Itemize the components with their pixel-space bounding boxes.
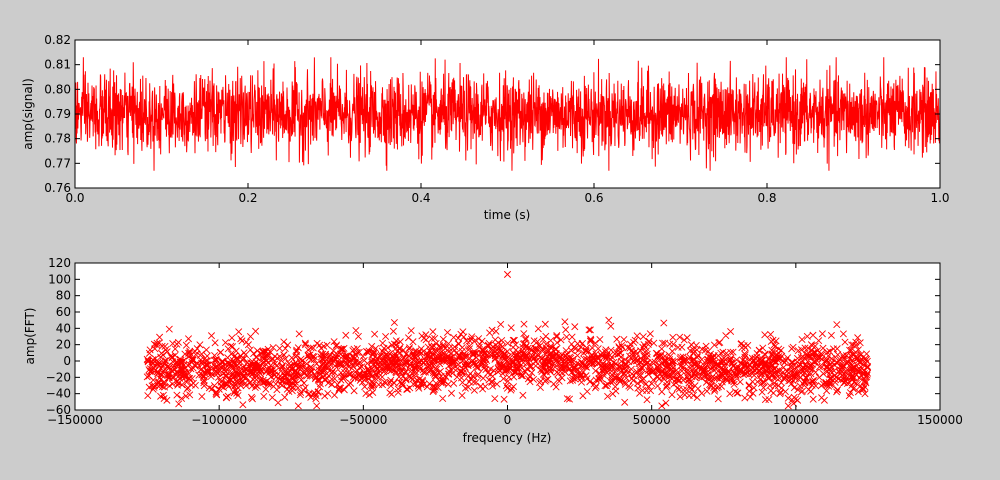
fft-y-tick-label: 0 — [63, 354, 71, 368]
fft-y-tick-label: 120 — [48, 256, 71, 270]
signal-x-axis-label: time (s) — [484, 208, 531, 222]
fft-x-tick-label: 50000 — [633, 413, 671, 427]
fft-x-tick-label: 100000 — [773, 413, 819, 427]
fft-y-tick-label: −40 — [46, 387, 71, 401]
signal-y-tick-label: 0.81 — [44, 58, 71, 72]
signal-plot: 0.0 0.2 0.4 0.6 0.8 1.0 0.760.770.780.790.800… — [21, 33, 950, 222]
signal-x-tick-label: 0.4 — [411, 191, 430, 205]
signal-line — [75, 57, 940, 171]
fft-y-tick-label: 80 — [56, 289, 71, 303]
signal-y-axis-label: amp(signal) — [21, 78, 35, 150]
signal-y-tick-label: 0.82 — [44, 33, 71, 47]
signal-y-ticks: 0.76 0.77 0.78 0.79 0.80 0.81 0.82 — [44, 33, 940, 195]
signal-x-ticks: 0.0 0.2 0.4 0.6 0.8 1.0 — [65, 40, 950, 205]
fft-y-tick-label: 20 — [56, 338, 71, 352]
fft-y-tick-label: 60 — [56, 305, 71, 319]
fft-y-tick-label: −20 — [46, 370, 71, 384]
signal-y-tick-label: 0.77 — [44, 156, 71, 170]
fft-x-tick-label: 0 — [504, 413, 512, 427]
fft-y-axis-label: amp(FFT) — [23, 308, 37, 365]
fft-y-tick-label: 100 — [48, 272, 71, 286]
fft-y-tick-label: −60 — [46, 403, 71, 417]
signal-x-tick-label: 0.8 — [757, 191, 776, 205]
fft-series — [143, 270, 872, 410]
fft-plot-area — [75, 263, 940, 410]
fft-points — [143, 316, 872, 410]
fft-x-tick-label: −100000 — [191, 413, 247, 427]
signal-x-tick-label: 0.6 — [584, 191, 603, 205]
signal-y-tick-label: 0.78 — [44, 132, 71, 146]
signal-x-tick-label: 0.0 — [65, 191, 84, 205]
fft-y-ticks: −60 −40 −20 0 20 40 60 80 100 120 — [46, 256, 940, 417]
signal-y-tick-label: 0.80 — [44, 82, 71, 96]
fft-y-tick-label: 40 — [56, 321, 71, 335]
fft-x-axis-label: frequency (Hz) — [463, 431, 552, 445]
fft-x-tick-label: −50000 — [339, 413, 387, 427]
signal-x-tick-label: 0.2 — [238, 191, 257, 205]
fft-x-tick-label: −150000 — [47, 413, 103, 427]
fft-peak-point — [503, 270, 512, 278]
signal-y-tick-label: 0.76 — [44, 181, 71, 195]
fft-plot: −150000 −100000 −50000 0 50000 100000 150000 −… — [23, 256, 963, 445]
fft-x-tick-label: 150000 — [917, 413, 963, 427]
signal-series — [75, 57, 940, 171]
fft-x-ticks: −150000 −100000 −50000 0 50000 100000 150000 — [47, 263, 963, 427]
signal-x-tick-label: 1.0 — [930, 191, 949, 205]
signal-y-tick-label: 0.79 — [44, 107, 71, 121]
